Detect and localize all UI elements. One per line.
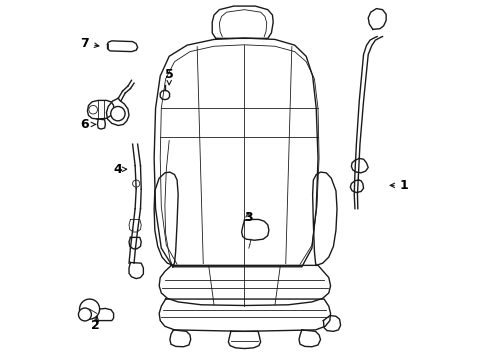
Circle shape [78,308,91,321]
Text: 1: 1 [389,179,407,192]
Circle shape [89,105,97,114]
Text: 2: 2 [91,316,100,332]
Polygon shape [169,330,190,347]
Polygon shape [159,265,330,306]
Circle shape [110,107,125,121]
Circle shape [80,299,100,319]
Text: 5: 5 [164,68,173,85]
Text: 6: 6 [81,118,95,131]
Circle shape [132,180,140,187]
Polygon shape [106,98,129,126]
Polygon shape [312,172,336,265]
Polygon shape [160,90,169,100]
Polygon shape [241,220,268,240]
Polygon shape [129,262,143,279]
Polygon shape [107,41,137,51]
Polygon shape [323,316,340,331]
Polygon shape [298,330,320,347]
Polygon shape [129,237,141,249]
Polygon shape [367,9,386,30]
Polygon shape [159,299,330,331]
Text: 4: 4 [114,163,126,176]
Polygon shape [97,119,105,129]
Polygon shape [349,180,363,193]
Polygon shape [87,100,113,119]
Text: 7: 7 [81,37,99,50]
Polygon shape [129,220,141,232]
Polygon shape [228,331,260,348]
Polygon shape [154,38,317,267]
Polygon shape [97,309,113,320]
Polygon shape [351,158,367,173]
Text: 3: 3 [244,211,252,224]
Polygon shape [212,6,273,39]
Polygon shape [154,172,178,265]
